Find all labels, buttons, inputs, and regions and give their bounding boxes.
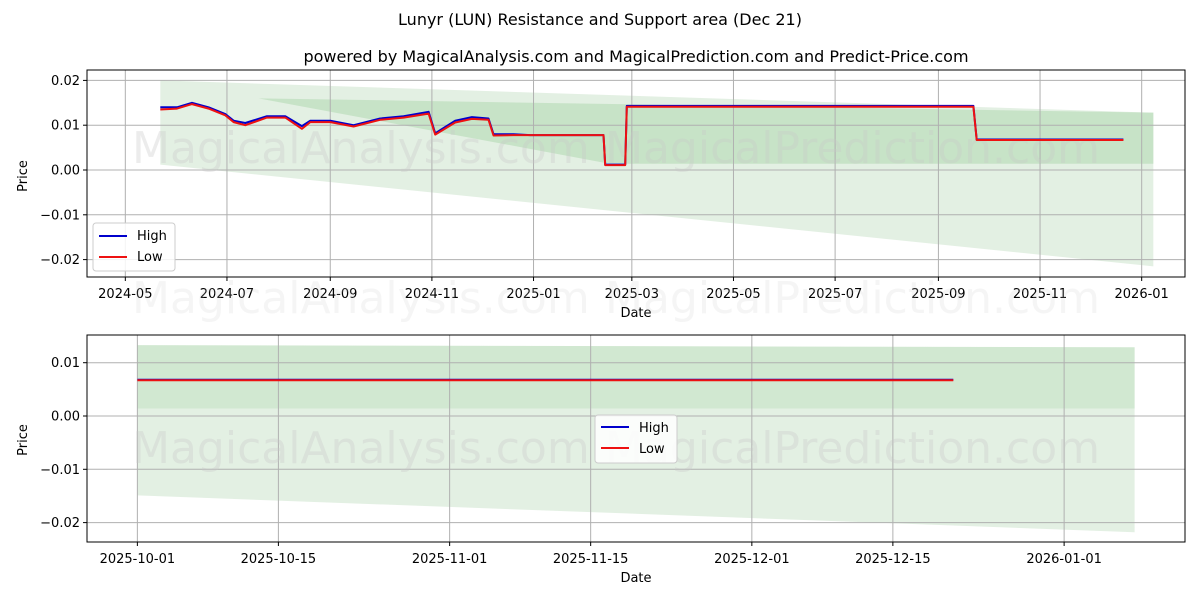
top-y-axis: −0.02 −0.01 0.00 0.01 0.02 — [40, 74, 87, 268]
x-tick-label: 2026-01-01 — [1026, 552, 1102, 567]
bottom-series — [137, 378, 954, 382]
x-tick-label: 2025-11-01 — [412, 552, 488, 567]
x-tick-label: 2025-11 — [1013, 287, 1067, 302]
y-tick-label: 0.01 — [51, 356, 80, 371]
bottom-y-label: Price — [16, 424, 31, 456]
y-tick-label: −0.02 — [40, 516, 80, 531]
watermark-left: MagicalAnalysis.com — [132, 123, 590, 174]
watermark-right-2: MagicalPrediction.com — [605, 423, 1100, 474]
watermark-bottom-left: MagicalAnalysis.com — [132, 273, 590, 324]
x-tick-label: 2025-11-15 — [553, 552, 629, 567]
watermark-bottom-right: MagicalPrediction.com — [605, 273, 1100, 324]
x-tick-label: 2024-07 — [200, 287, 254, 302]
top-x-axis: 2024-05 2024-07 2024-09 2024-11 2025-01 2025-… — [98, 277, 1169, 302]
x-tick-label: 2025-10-01 — [100, 552, 176, 567]
series-low — [160, 103, 1124, 167]
legend-high-label: High — [137, 229, 167, 244]
resistance-area-dark — [137, 345, 1135, 409]
top-series — [160, 101, 1124, 167]
x-tick-label: 2025-10-15 — [241, 552, 317, 567]
y-tick-label: 0.00 — [51, 410, 80, 425]
x-tick-label: 2024-09 — [303, 287, 357, 302]
bottom-axes-frame — [86, 334, 1186, 543]
x-tick-label: 2025-01 — [506, 287, 560, 302]
y-tick-label: 0.02 — [51, 74, 80, 89]
legend-high-label-2: High — [639, 421, 669, 436]
top-x-label: Date — [620, 306, 651, 321]
bottom-y-axis: −0.02 −0.01 0.00 0.01 — [40, 356, 87, 531]
legend-low-label: Low — [137, 250, 163, 265]
chart-title: Lunyr (LUN) Resistance and Support area … — [398, 10, 802, 29]
y-tick-label: −0.02 — [40, 253, 80, 268]
x-tick-label: 2024-05 — [98, 287, 152, 302]
x-tick-label: 2025-09 — [911, 287, 965, 302]
bottom-chart: MagicalAnalysis.com MagicalPrediction.co… — [16, 334, 1186, 586]
x-tick-label: 2025-05 — [706, 287, 760, 302]
watermark-right: MagicalPrediction.com — [605, 123, 1100, 174]
x-tick-label: 2025-03 — [605, 287, 659, 302]
top-chart: MagicalAnalysis.com MagicalPrediction.co… — [16, 69, 1186, 324]
chart-subtitle: powered by MagicalAnalysis.com and Magic… — [303, 47, 968, 66]
resistance-band — [258, 98, 1154, 164]
bottom-x-axis: 2025-10-01 2025-10-15 2025-11-01 2025-11-15… — [100, 542, 1102, 567]
x-tick-label: 2024-11 — [405, 287, 459, 302]
legend-low-label-2: Low — [639, 442, 665, 457]
top-y-label: Price — [16, 160, 31, 192]
x-tick-label: 2025-12-15 — [855, 552, 931, 567]
watermark-left-2: MagicalAnalysis.com — [132, 423, 590, 474]
y-tick-label: 0.01 — [51, 119, 80, 134]
top-grid — [87, 70, 1185, 277]
y-tick-label: −0.01 — [40, 463, 80, 478]
support-area-light — [137, 408, 1135, 533]
x-tick-label: 2026-01 — [1115, 287, 1169, 302]
bottom-legend: High Low — [594, 414, 678, 464]
y-tick-label: 0.00 — [51, 164, 80, 179]
x-tick-label: 2025-07 — [808, 287, 862, 302]
bottom-x-label: Date — [620, 571, 651, 586]
top-legend: High Low — [92, 222, 176, 272]
top-axes-frame — [86, 69, 1186, 278]
bottom-bands — [137, 345, 1135, 533]
y-tick-label: −0.01 — [40, 208, 80, 223]
x-tick-label: 2025-12-01 — [714, 552, 790, 567]
top-bands — [160, 80, 1154, 267]
